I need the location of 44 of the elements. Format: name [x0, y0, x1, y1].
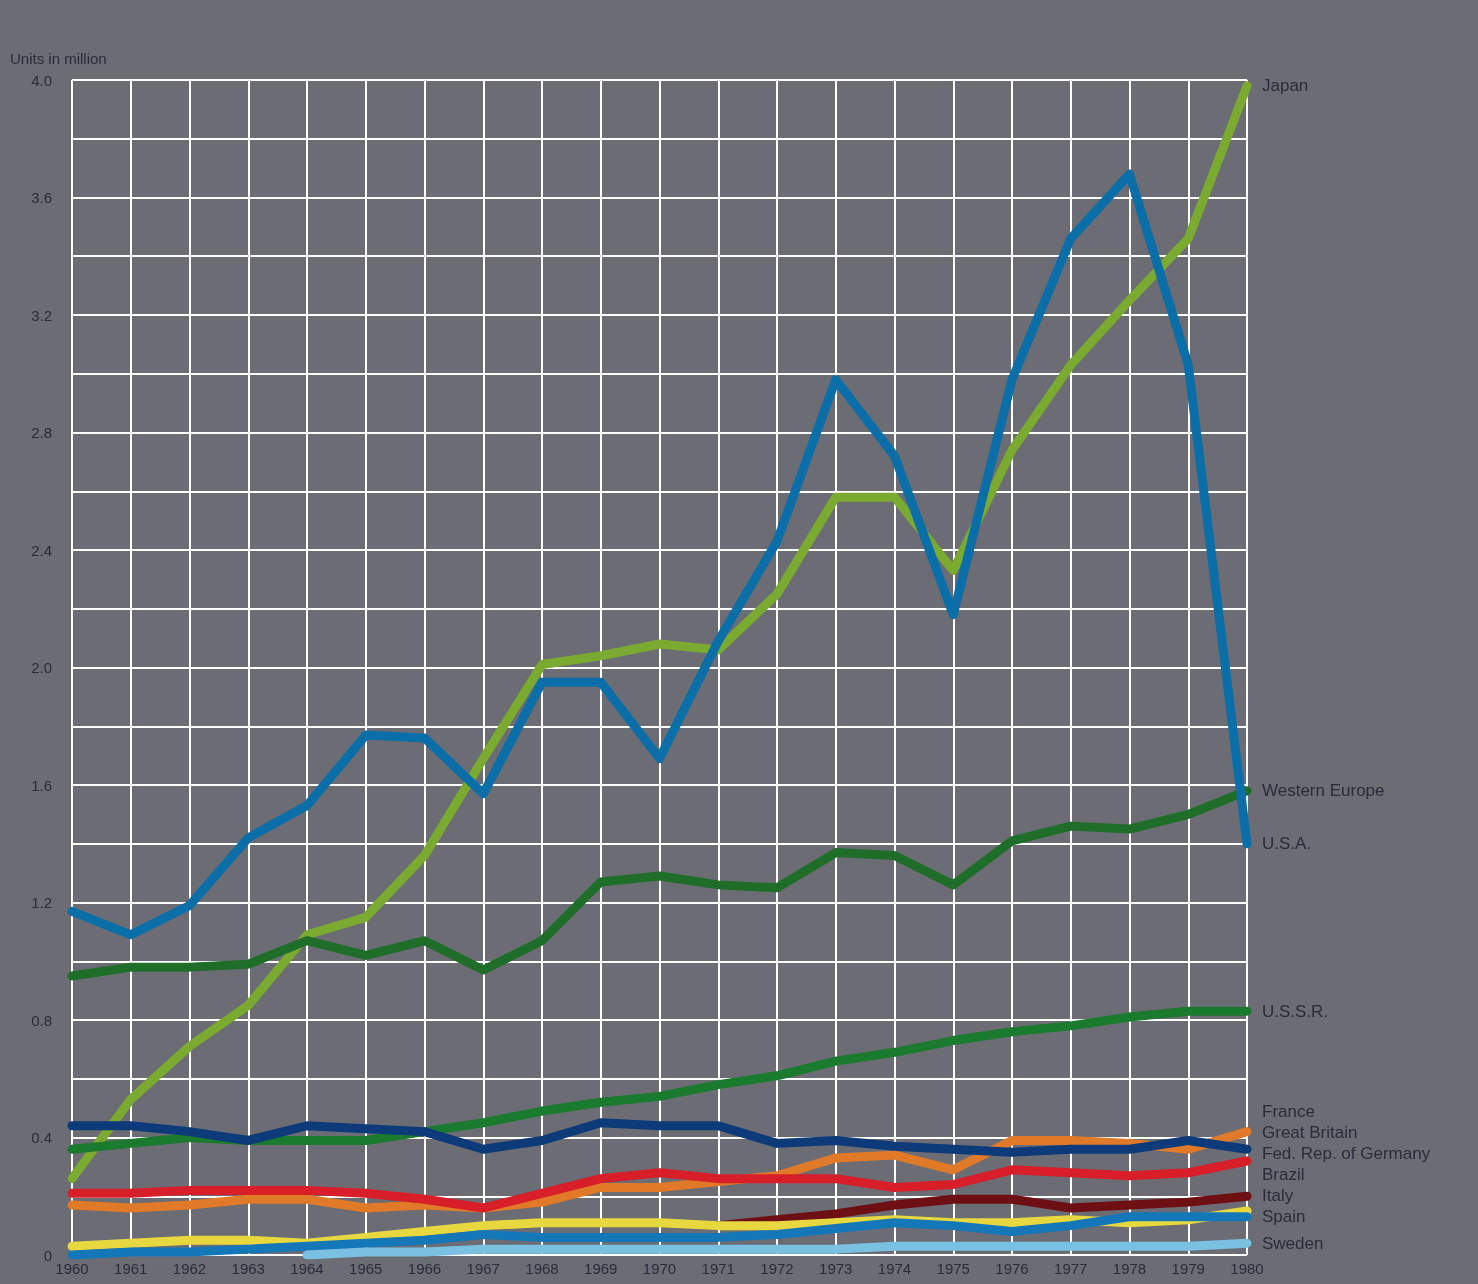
x-tick-label: 1962 [172, 1260, 207, 1277]
y-tick-label: 2.8 [31, 424, 52, 441]
series-label: Great Britain [1262, 1123, 1358, 1143]
x-tick-label: 1970 [642, 1260, 677, 1277]
x-tick-label: 1978 [1112, 1260, 1147, 1277]
x-tick-label: 1972 [760, 1260, 794, 1277]
x-tick-label: 1979 [1171, 1260, 1205, 1277]
y-tick-label: 3.2 [31, 306, 52, 324]
y-tick-label: 2.4 [31, 541, 52, 559]
x-tick-label: 1980 [1230, 1260, 1264, 1277]
series-label: Spain [1262, 1207, 1306, 1227]
y-tick-label: 3.6 [31, 189, 52, 206]
x-tick-label: 1973 [819, 1260, 853, 1277]
series-label: Sweden [1262, 1233, 1324, 1253]
series-label: France [1262, 1102, 1315, 1122]
x-tick-label: 1965 [349, 1260, 383, 1277]
x-tick-label: 1969 [584, 1260, 618, 1277]
x-tick-label: 1960 [55, 1260, 89, 1277]
series-label: Fed. Rep. of Germany [1262, 1144, 1431, 1164]
series-label: Japan [1262, 76, 1309, 96]
series-label: U.S.A. [1262, 834, 1312, 854]
x-tick-label: 1966 [407, 1260, 442, 1277]
y-tick-label: 2.0 [31, 659, 52, 676]
x-tick-label: 1974 [877, 1260, 912, 1277]
y-tick-label: 0.4 [31, 1129, 52, 1146]
y-tick-label: 0.8 [31, 1011, 52, 1029]
x-tick-label: 1967 [466, 1260, 500, 1277]
x-tick-label: 1975 [936, 1260, 970, 1277]
x-tick-label: 1964 [290, 1260, 324, 1277]
series-label: U.S.S.R. [1262, 1001, 1329, 1021]
x-tick-label: 1963 [231, 1260, 265, 1277]
y-tick-label: 0 [43, 1246, 52, 1264]
y-axis-title: Units in million [10, 50, 107, 67]
y-tick-label: 1.2 [31, 894, 52, 911]
x-tick-label: 1977 [1054, 1260, 1088, 1277]
series-label: Western Europe [1262, 781, 1385, 801]
x-tick-label: 1976 [995, 1260, 1029, 1277]
y-tick-label: 1.6 [31, 776, 52, 794]
series-label: Italy [1262, 1186, 1294, 1206]
x-tick-label: 1968 [525, 1260, 559, 1277]
x-tick-label: 1961 [114, 1260, 148, 1277]
x-tick-label: 1971 [701, 1260, 735, 1277]
y-tick-label: 4.0 [31, 71, 52, 89]
series-label: Brazil [1262, 1165, 1305, 1185]
